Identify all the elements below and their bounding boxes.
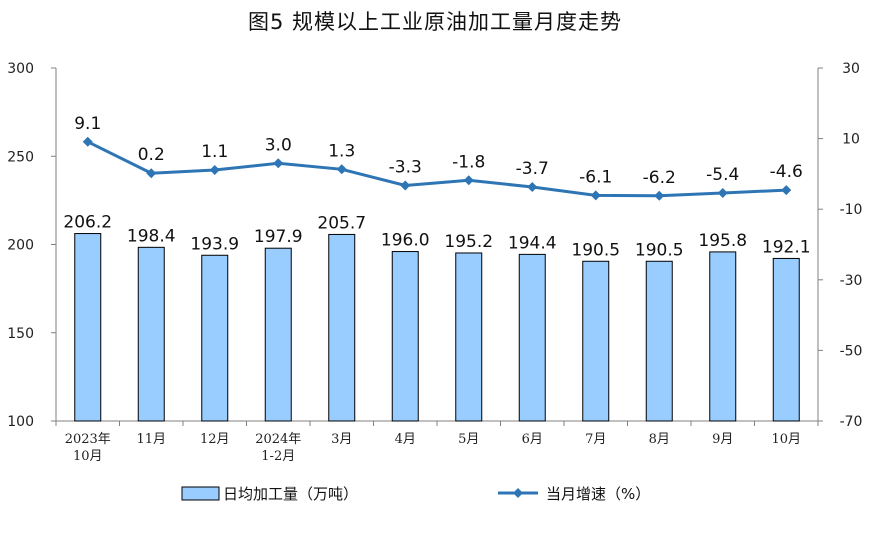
x-tick-label: 11月: [136, 432, 166, 447]
x-tick-label: 2024年: [255, 432, 301, 447]
bar: [137, 246, 165, 422]
line-point: [781, 185, 792, 196]
bar: [455, 252, 483, 422]
bar: [74, 233, 102, 422]
growth-line: [87, 140, 787, 198]
x-tick-label: 4月: [395, 432, 416, 447]
y-left-tick-label: 150: [7, 326, 34, 342]
line-value-label: 3.0: [265, 135, 292, 155]
y-right-tick-label: -30: [840, 273, 863, 289]
line-value-label: -3.7: [516, 159, 549, 179]
line-point: [82, 136, 93, 147]
line-value-label: -3.3: [389, 158, 422, 178]
line-value-label: -1.8: [452, 152, 485, 172]
bar-value-label: 190.5: [635, 240, 684, 260]
bar-value-label: 194.4: [508, 233, 557, 253]
x-tick-label: 12月: [200, 432, 230, 447]
x-tick-label: 10月: [73, 449, 103, 464]
bar-value-label: 196.0: [381, 231, 430, 251]
y-left-tick-label: 100: [7, 414, 34, 430]
bar-value-label: 195.2: [444, 232, 493, 252]
y-right-tick-label: -50: [840, 343, 863, 359]
bar-value-label: 193.9: [190, 234, 239, 254]
x-tick-label: 10月: [771, 432, 801, 447]
line-point: [717, 187, 728, 198]
bar: [772, 257, 800, 422]
x-tick-label: 1-2月: [261, 449, 295, 464]
x-tick-label: 9月: [712, 432, 733, 447]
line-point: [273, 158, 284, 169]
line-value-label: -4.6: [770, 162, 803, 182]
y-left-tick-label: 200: [7, 238, 34, 254]
line-value-label: 1.1: [201, 142, 228, 162]
bar: [264, 247, 292, 422]
y-left-tick-label: 300: [7, 61, 34, 77]
bar: [645, 260, 673, 422]
legend-bar-label: 日均加工量（万吨）: [223, 485, 358, 503]
x-tick-label: 5月: [458, 432, 479, 447]
x-tick-label: 3月: [331, 432, 352, 447]
line-point: [336, 164, 347, 175]
legend-bar-swatch: [181, 486, 220, 501]
labels-layer: 206.2 198.4 193.9 197.9 205.7 196.0 195.2 194.4…: [63, 114, 810, 260]
bar: [201, 254, 229, 422]
line-point: [146, 168, 157, 179]
x-tick-label: 8月: [649, 432, 670, 447]
line-value-label: 1.3: [328, 141, 355, 161]
line-value-label: 0.2: [138, 145, 165, 165]
line-layer: [82, 136, 792, 201]
bar: [709, 251, 737, 422]
line-point: [590, 190, 601, 201]
bar: [518, 253, 546, 422]
x-tick-label: 6月: [522, 432, 543, 447]
line-point: [654, 190, 665, 201]
line-value-label: 9.1: [74, 114, 101, 134]
x-tick-label: 2023年: [65, 432, 111, 447]
y-right-tick-label: 30: [842, 61, 860, 77]
legend: 日均加工量（万吨） 当月增速（%）: [181, 485, 650, 503]
line-value-label: -6.1: [579, 167, 612, 187]
line-point: [400, 180, 411, 191]
bar: [582, 260, 610, 422]
bar: [328, 233, 356, 422]
y-right-tick-label: 10: [842, 132, 860, 148]
line-point: [527, 181, 538, 192]
line-point: [463, 175, 474, 186]
bar-value-label: 206.2: [63, 213, 112, 233]
legend-line-marker: [513, 488, 523, 498]
y-left-tick-label: 250: [7, 149, 34, 165]
legend-line-label: 当月增速（%）: [546, 485, 650, 503]
bar-value-label: 190.5: [571, 240, 620, 260]
bar-value-label: 198.4: [127, 226, 176, 246]
bar-value-label: 195.8: [698, 231, 747, 251]
line-value-label: -5.4: [706, 165, 739, 185]
y-right-tick-label: -10: [840, 202, 863, 218]
bars-layer: [74, 233, 800, 422]
bar: [391, 251, 419, 422]
bar-value-label: 192.1: [762, 237, 811, 257]
line-point: [209, 165, 220, 176]
axes-layer: 100 150 200 250 300 -70 -50 -30 -10 10 30 2023年 10月 1…: [7, 61, 862, 464]
line-value-label: -6.2: [643, 168, 676, 188]
x-tick-label: 7月: [585, 432, 606, 447]
y-right-tick-label: -70: [840, 414, 863, 430]
bar-value-label: 197.9: [254, 227, 303, 247]
chart-title: 图5 规模以上工业原油加工量月度走势: [247, 10, 623, 34]
bar-value-label: 205.7: [317, 213, 366, 233]
